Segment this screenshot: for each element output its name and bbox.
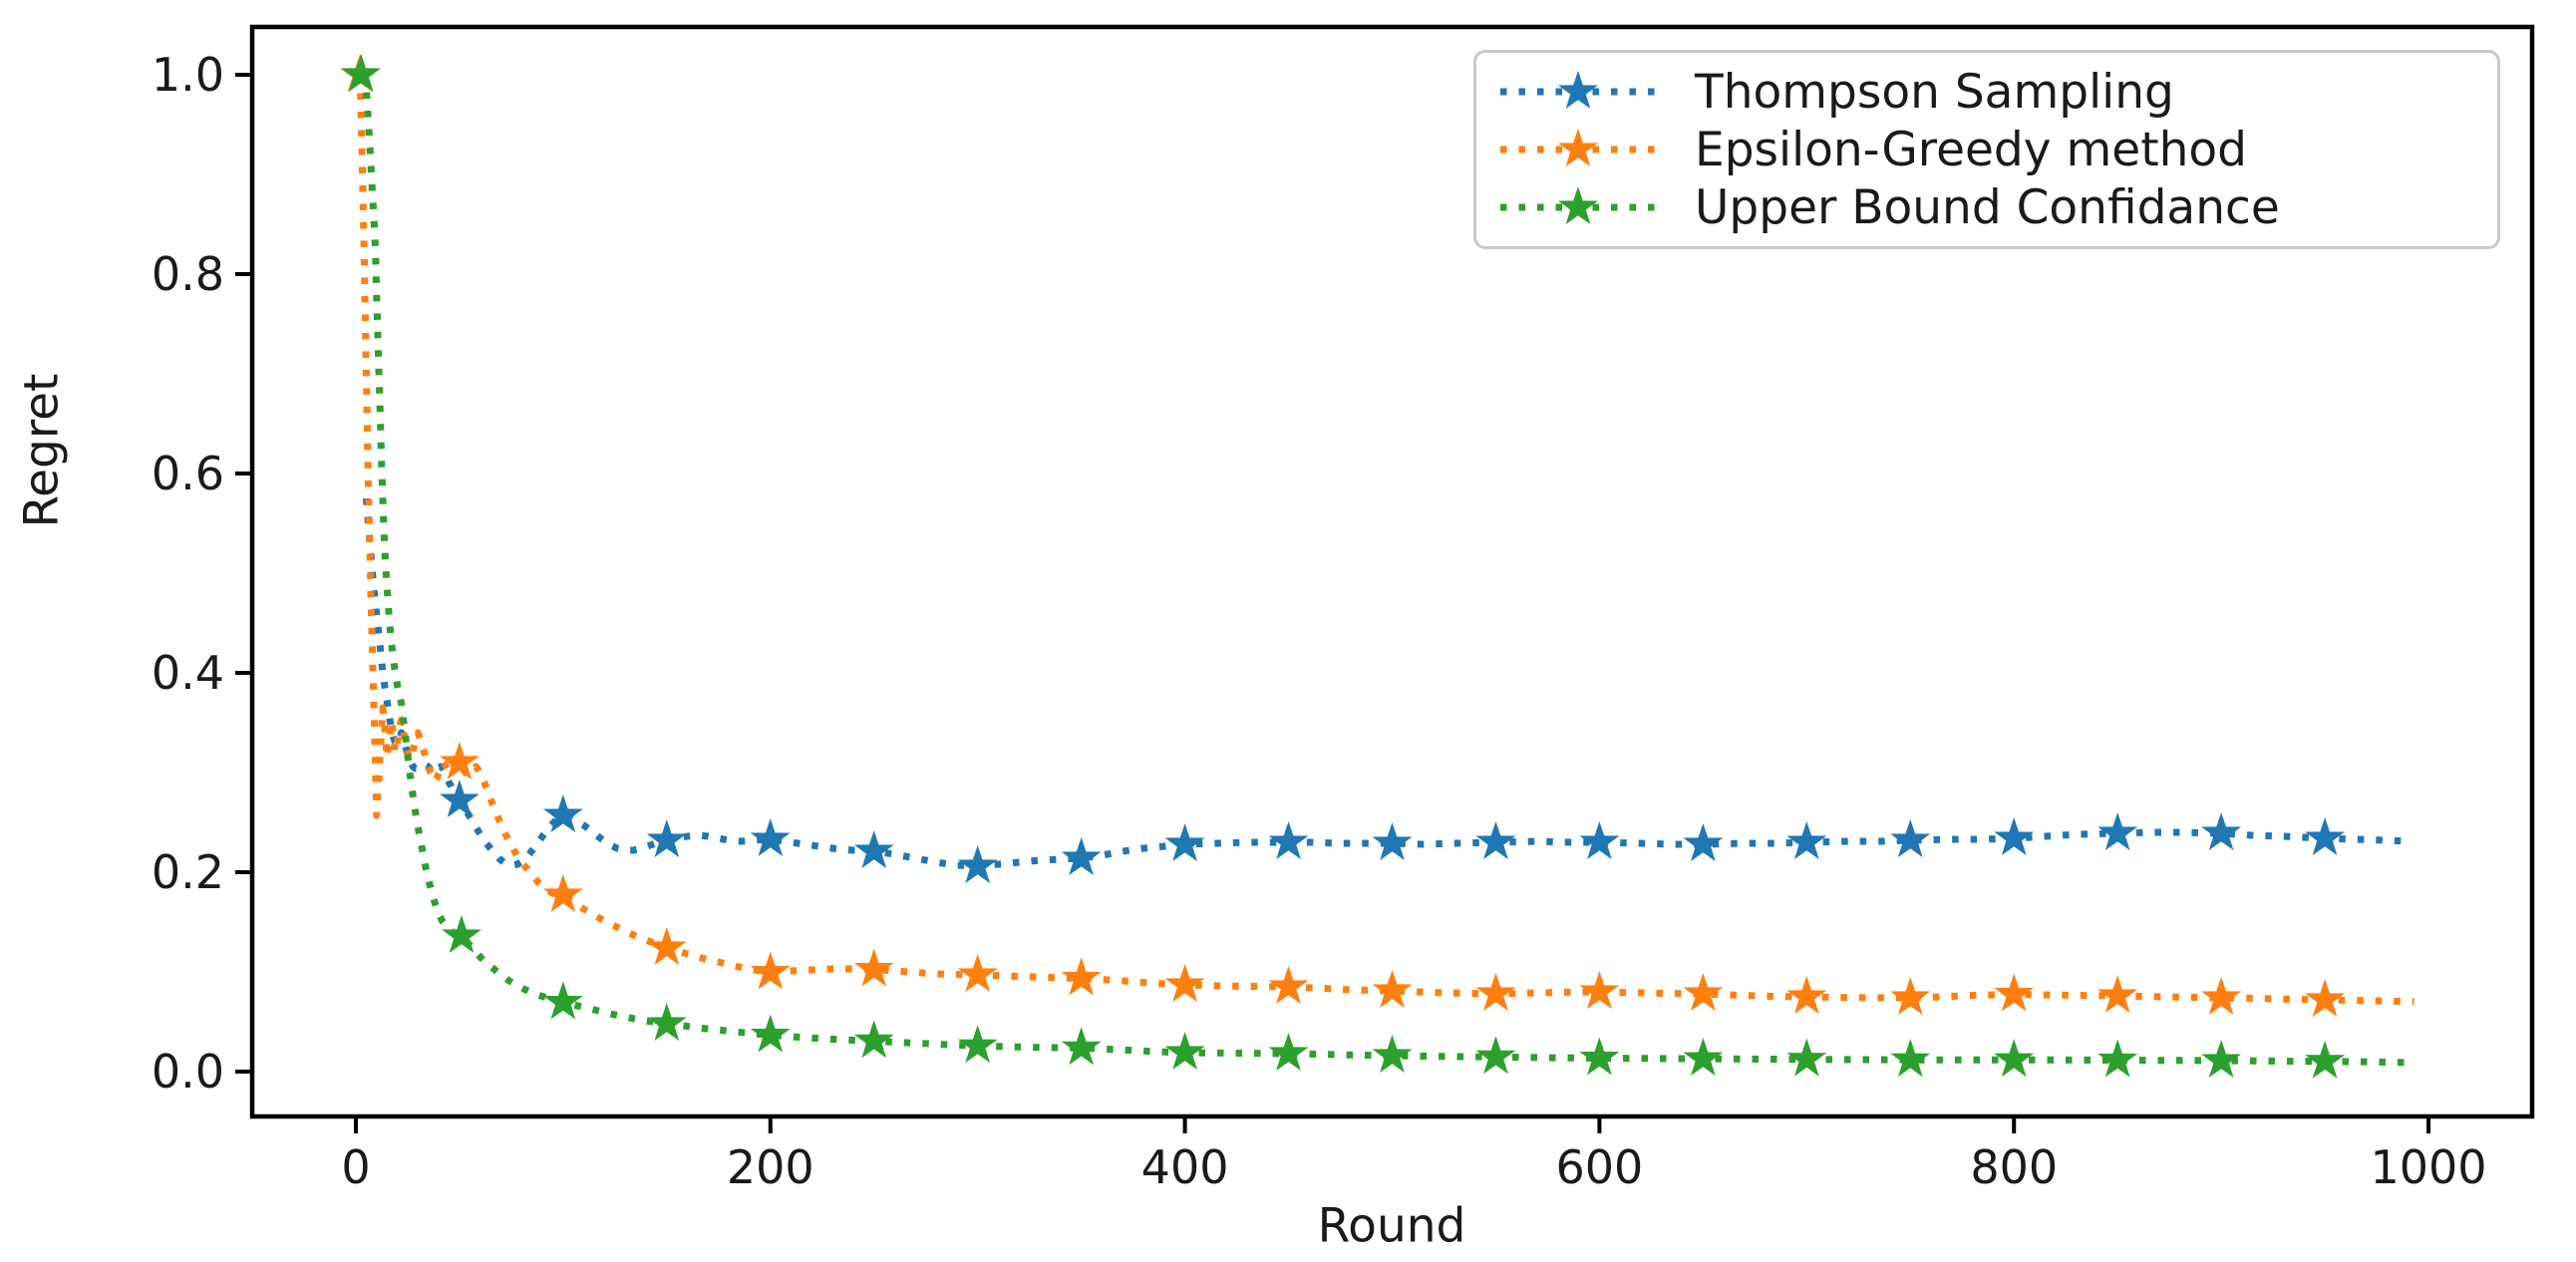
plot-spines [249,24,2535,1119]
legend-label: Thompson Sampling [1695,64,2174,120]
y-tick-label: 0.4 [152,646,224,700]
x-tick-label: 1000 [2371,1140,2487,1194]
series-line-2 [357,73,2409,1067]
x-tick-label: 800 [1970,1140,2058,1194]
legend-item-epsilon-greedy: Epsilon-Greedy method [1496,123,2487,177]
series-line-0 [362,497,2409,870]
legend-star-icon [1558,186,1598,224]
x-tick-label: 600 [1556,1140,1644,1194]
legend-label: Epsilon-Greedy method [1695,122,2247,177]
series-line-1 [356,74,2415,1006]
x-axis-label: Round [1317,1198,1466,1254]
legend-star-icon [1558,129,1598,166]
legend-label: Upper Bound Confidance [1695,179,2280,235]
series-markers-0 [439,780,2346,883]
x-tick-label: 200 [727,1140,814,1194]
y-tick-label: 0.0 [152,1045,224,1099]
legend-star-icon [1558,71,1598,109]
x-tick-label: 400 [1141,1140,1229,1194]
legend-line-star-icon [1500,186,1657,224]
x-tick-label: 0 [341,1140,370,1194]
y-tick-label: 0.2 [152,845,224,899]
y-axis-label: Regret [14,373,70,528]
legend-item-thompson-sampling: Thompson Sampling [1496,65,2487,120]
y-tick-label: 0.6 [152,447,224,500]
y-tick-label: 0.8 [152,247,224,301]
legend-item-upper-bound-confidance: Upper Bound Confidance [1496,180,2487,235]
legend-line-star-icon [1500,129,1657,166]
legend: Thompson Sampling Epsilon-Greedy method … [1473,50,2500,249]
y-tick-label: 1.0 [152,48,224,102]
legend-line-star-icon [1500,71,1657,109]
